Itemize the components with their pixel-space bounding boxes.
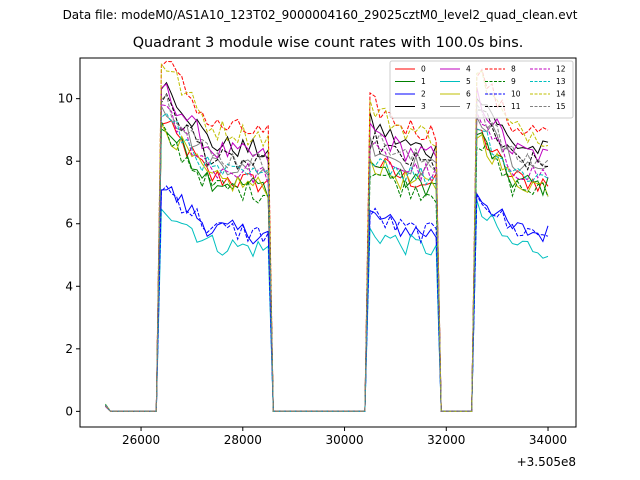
figure-suptitle: Data file: modeM0/AS1A10_123T02_90000041… bbox=[62, 8, 578, 22]
y-tick-label: 8 bbox=[65, 154, 73, 168]
y-tick-label: 4 bbox=[65, 279, 73, 293]
legend-label-0: 0 bbox=[421, 65, 426, 74]
series-line-11 bbox=[105, 92, 549, 412]
series-line-0 bbox=[105, 120, 549, 412]
x-tick-label: 30000 bbox=[325, 433, 363, 447]
legend-label-10: 10 bbox=[511, 90, 521, 99]
x-tick-label: 32000 bbox=[427, 433, 465, 447]
x-tick-label: 28000 bbox=[224, 433, 262, 447]
legend-label-14: 14 bbox=[556, 90, 566, 99]
legend-label-12: 12 bbox=[556, 65, 566, 74]
series-line-15 bbox=[105, 93, 549, 412]
legend-label-2: 2 bbox=[421, 90, 426, 99]
series-layer bbox=[104, 60, 549, 412]
legend-label-7: 7 bbox=[466, 102, 471, 111]
series-line-1 bbox=[104, 128, 549, 412]
legend-label-15: 15 bbox=[556, 102, 566, 111]
legend-label-9: 9 bbox=[511, 77, 516, 86]
plot-frame bbox=[79, 57, 577, 428]
series-line-10 bbox=[105, 185, 549, 412]
series-line-7 bbox=[105, 106, 549, 412]
series-line-9 bbox=[104, 120, 549, 412]
legend-label-8: 8 bbox=[511, 65, 516, 74]
x-axis-offset-label: +3.505e8 bbox=[517, 455, 576, 469]
legend-label-4: 4 bbox=[466, 65, 471, 74]
legend-label-13: 13 bbox=[556, 77, 566, 86]
x-axis: 26000 28000 30000 32000 34000 bbox=[122, 427, 567, 447]
y-tick-label: 0 bbox=[65, 404, 73, 418]
series-line-6 bbox=[104, 121, 549, 412]
chart-title: Quadrant 3 module wise count rates with … bbox=[132, 35, 524, 51]
y-tick-label: 6 bbox=[65, 217, 73, 231]
series-line-3 bbox=[105, 81, 549, 412]
series-line-13 bbox=[105, 112, 549, 412]
y-tick-label: 2 bbox=[65, 342, 73, 356]
x-tick-label: 34000 bbox=[529, 433, 567, 447]
legend-label-11: 11 bbox=[511, 102, 521, 111]
legend-label-3: 3 bbox=[421, 102, 426, 111]
series-line-5 bbox=[104, 199, 549, 412]
y-tick-label: 10 bbox=[58, 92, 73, 106]
y-axis: 0 2 4 6 8 10 bbox=[58, 92, 80, 418]
legend-label-1: 1 bbox=[421, 77, 426, 86]
legend-label-6: 6 bbox=[466, 90, 471, 99]
series-line-14 bbox=[105, 62, 549, 412]
legend-box bbox=[389, 60, 574, 119]
legend-label-5: 5 bbox=[466, 77, 471, 86]
x-tick-label: 26000 bbox=[122, 433, 160, 447]
